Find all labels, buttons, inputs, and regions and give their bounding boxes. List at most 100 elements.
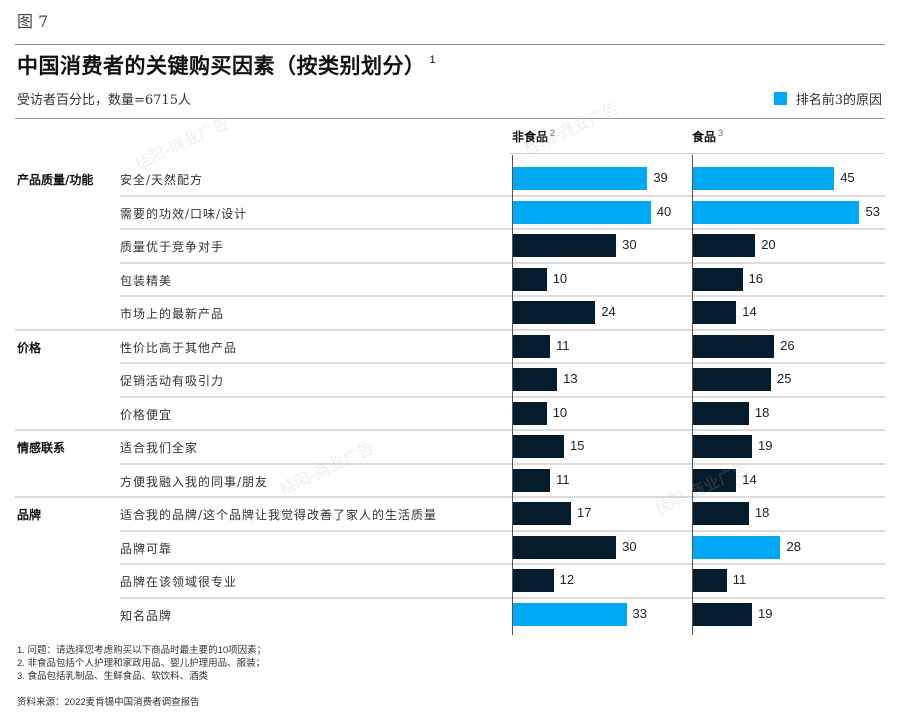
footnote-3: 3. 食品包括乳制品、生鲜食品、软饮料、酒类 xyxy=(17,671,209,682)
figure-label: 图 7 xyxy=(17,12,49,31)
group-divider xyxy=(15,496,885,498)
value-label-food: 28 xyxy=(786,538,801,554)
item-label: 需要的功效/口味/设计 xyxy=(120,206,248,221)
bar-non-food xyxy=(512,602,627,626)
bar-food xyxy=(692,535,781,559)
row-divider xyxy=(120,194,885,197)
bar-non-food xyxy=(512,167,648,190)
row-divider xyxy=(120,563,885,565)
watermark: 桂阳-商业广告 xyxy=(276,438,377,499)
value-label-food: 25 xyxy=(777,371,792,386)
value-label-food: 45 xyxy=(840,170,855,185)
row-divider xyxy=(120,395,885,398)
bar-non-food xyxy=(512,234,617,257)
group-label: 价格 xyxy=(17,340,42,355)
value-label-food: 14 xyxy=(742,304,757,319)
bar-food xyxy=(692,334,775,358)
value-label-non-food: 12 xyxy=(559,572,575,587)
bar-non-food xyxy=(512,435,565,458)
row-divider xyxy=(120,362,885,364)
column-footnote-marker: 3 xyxy=(718,128,724,138)
axis-food xyxy=(692,155,693,635)
value-label-food: 14 xyxy=(742,471,757,487)
value-label-non-food: 10 xyxy=(552,404,568,420)
value-label-non-food: 11 xyxy=(556,471,570,487)
item-label: 包装精美 xyxy=(120,273,173,288)
item-label: 方便我融入我的同事/朋友 xyxy=(120,474,269,489)
group-label: 品牌 xyxy=(17,508,42,522)
value-label-food: 18 xyxy=(754,505,770,520)
value-label-non-food: 33 xyxy=(632,605,647,621)
bar-food xyxy=(692,301,737,324)
axis-non-food xyxy=(512,155,513,635)
group-label: 情感联系 xyxy=(17,441,66,455)
row-divider xyxy=(120,228,885,230)
row-divider xyxy=(120,462,885,465)
column-header-divider xyxy=(510,153,885,154)
bar-non-food xyxy=(512,301,596,324)
value-label-non-food: 11 xyxy=(556,337,570,353)
bar-non-food xyxy=(512,401,547,425)
bar-food xyxy=(692,502,749,525)
value-label-non-food: 13 xyxy=(563,371,578,386)
item-label: 知名品牌 xyxy=(120,608,173,623)
value-label-food: 19 xyxy=(758,438,773,453)
item-label: 价格便宜 xyxy=(120,407,173,422)
legend-label: 排名前3的原因 xyxy=(795,93,882,108)
bar-food xyxy=(692,602,753,626)
group-label: 产品质量/功能 xyxy=(17,173,94,187)
value-label-food: 20 xyxy=(761,237,776,252)
bar-non-food xyxy=(512,535,617,559)
bar-food xyxy=(692,167,835,190)
row-divider xyxy=(120,529,885,532)
value-label-food: 18 xyxy=(754,404,770,420)
footnote-1: 1. 问题：请选择您考虑购买以下商品时最主要的10项因素； xyxy=(17,645,267,656)
bar-non-food xyxy=(512,569,554,592)
bar-non-food xyxy=(512,368,558,391)
item-label: 适合我们全家 xyxy=(120,441,199,455)
value-label-non-food: 10 xyxy=(552,270,568,286)
legend-swatch-icon xyxy=(773,92,787,105)
item-label: 适合我的品牌/这个品牌让我觉得改善了家人的生活质量 xyxy=(120,508,438,522)
bar-non-food xyxy=(512,468,551,492)
title-text: 中国消费者的关键购买因素（按类别划分） xyxy=(17,53,426,78)
item-label: 质量优于竞争对手 xyxy=(120,240,225,254)
bar-food xyxy=(692,468,737,492)
column-header-label: 食品 xyxy=(692,130,717,144)
bar-food xyxy=(692,569,727,592)
bar-non-food xyxy=(512,200,651,224)
value-label-non-food: 40 xyxy=(656,203,672,219)
value-label-food: 26 xyxy=(780,337,795,353)
column-footnote-marker: 2 xyxy=(550,128,556,138)
bar-food xyxy=(692,200,860,224)
source-note: 资料来源：2022麦肯锡中国消费者调查报告 xyxy=(17,697,200,708)
item-label: 品牌在该领域很专业 xyxy=(120,575,238,589)
value-label-non-food: 39 xyxy=(653,170,668,185)
value-label-food: 53 xyxy=(865,203,880,219)
bar-food xyxy=(692,234,756,257)
row-divider xyxy=(120,295,885,297)
title-footnote-marker: 1 xyxy=(429,54,437,66)
item-label: 市场上的最新产品 xyxy=(120,307,225,321)
bar-food xyxy=(692,267,743,291)
chart-subtitle: 受访者百分比，数量=6715人 xyxy=(17,93,191,108)
row-divider xyxy=(120,261,885,264)
item-label: 品牌可靠 xyxy=(120,541,173,556)
row-divider xyxy=(120,596,885,599)
value-label-food: 11 xyxy=(732,572,747,587)
bar-food xyxy=(692,368,771,391)
value-label-non-food: 17 xyxy=(576,505,592,520)
item-label: 促销活动有吸引力 xyxy=(120,374,225,388)
bar-non-food xyxy=(512,267,547,291)
group-divider xyxy=(15,429,885,431)
bar-food xyxy=(692,435,753,458)
value-label-non-food: 30 xyxy=(622,538,637,554)
column-header-food: 食品 3 xyxy=(692,128,723,145)
column-header-label: 非食品 xyxy=(512,130,549,144)
value-label-food: 19 xyxy=(758,605,773,621)
item-label: 性价比高于其他产品 xyxy=(120,340,238,355)
bar-non-food xyxy=(512,334,551,358)
bar-food xyxy=(692,401,749,425)
bar-non-food xyxy=(512,502,571,525)
value-label-non-food: 30 xyxy=(622,237,637,252)
